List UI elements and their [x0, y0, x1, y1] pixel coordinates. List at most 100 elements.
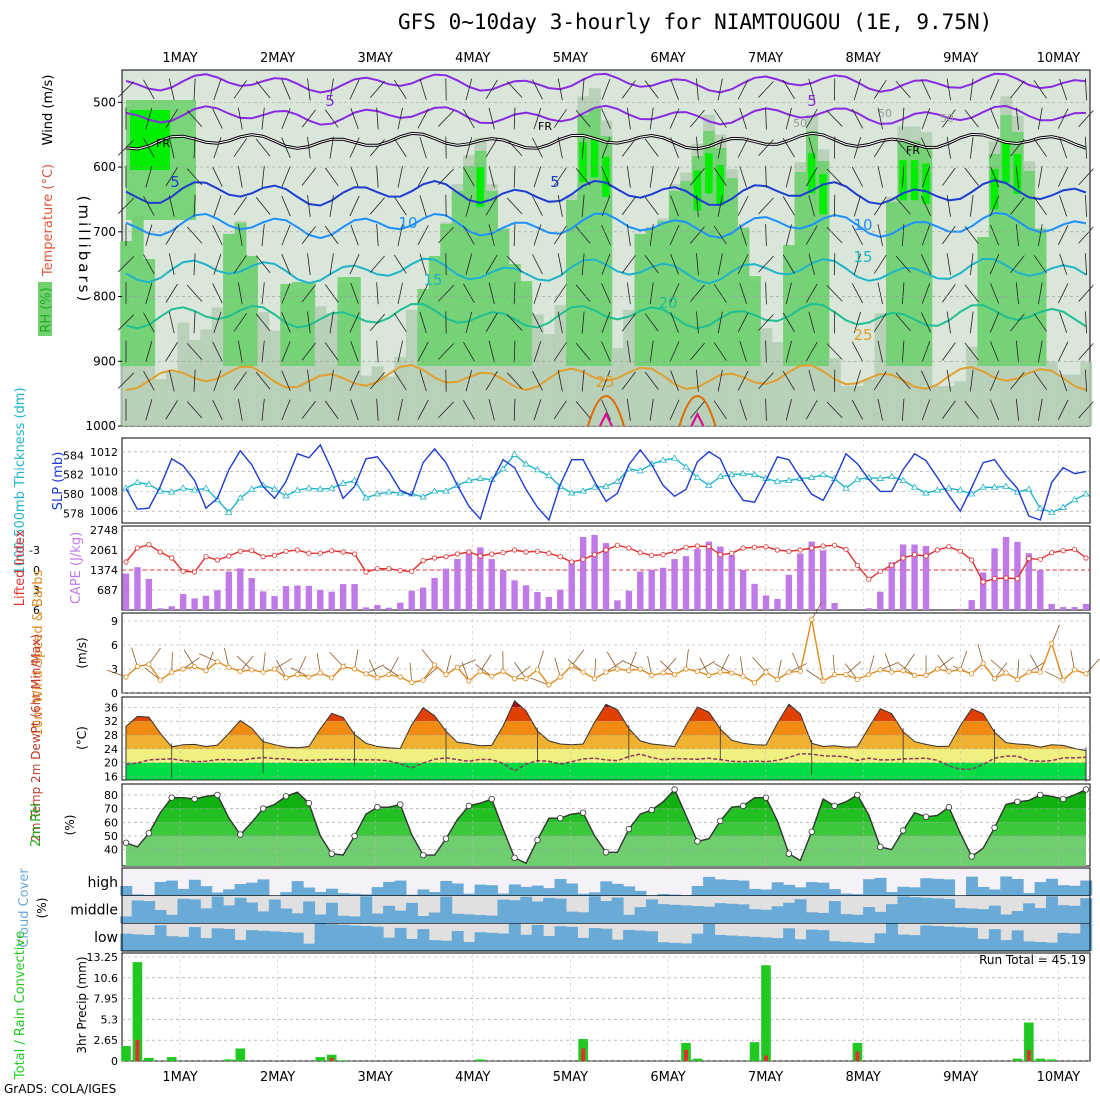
rh-shade-green — [817, 161, 830, 366]
wind10m-barb — [409, 662, 413, 683]
cloud-cell — [394, 927, 407, 951]
cape-bar — [579, 536, 587, 610]
rh-shade-green — [463, 166, 476, 366]
wind-barb — [669, 224, 680, 246]
wind10m-point — [340, 663, 346, 670]
wind10m-barb — [1051, 624, 1060, 644]
wind-barb — [261, 224, 265, 247]
wind-barb — [143, 79, 155, 100]
wind-barb — [649, 340, 654, 363]
cloud-cell — [954, 927, 967, 951]
wind-barb — [581, 78, 585, 101]
cloud-cell — [417, 889, 430, 896]
cloud-cell — [737, 880, 750, 896]
wind-barb — [737, 312, 749, 333]
cloud-cell — [486, 915, 498, 924]
top-date-label: 10MAY — [1037, 51, 1081, 66]
wind10m-barb — [571, 649, 585, 667]
wind-barb — [669, 341, 680, 362]
wind-barb — [644, 255, 659, 274]
wind-barb — [1078, 284, 1094, 302]
rh2m-point — [785, 850, 793, 857]
wind-barb — [213, 311, 222, 333]
wind-barb — [419, 137, 427, 159]
cloud-cell — [234, 897, 247, 924]
cape-bar — [1037, 570, 1044, 610]
wind10m-point — [454, 664, 461, 671]
cloud-cell — [188, 927, 201, 951]
wind-barb — [851, 166, 863, 187]
wind10m-point — [443, 671, 449, 678]
wind-barb — [1010, 255, 1025, 273]
wind-barb — [851, 283, 863, 304]
wind-barb — [990, 224, 1000, 246]
wind-barb — [901, 224, 905, 247]
wind-barb — [213, 195, 222, 217]
cloud-cell — [577, 912, 590, 924]
wind-barb — [281, 195, 291, 217]
rh-shade-green — [886, 202, 898, 366]
wind-barb — [329, 369, 334, 392]
lifted-index-point — [889, 562, 895, 568]
wind10m-barb — [594, 658, 597, 679]
wind-barb — [186, 401, 203, 419]
wind-barb — [417, 108, 429, 129]
wind-barb — [575, 109, 591, 128]
cloud-cell — [131, 900, 144, 924]
cloud-cell — [268, 899, 281, 924]
wind-barb — [990, 399, 1000, 421]
wind10m-barb — [621, 660, 641, 670]
panel-frame — [121, 612, 1091, 694]
wind-barb — [737, 79, 749, 100]
rh-shade-green — [474, 151, 487, 366]
wind-barb — [895, 197, 911, 215]
cape-bar — [511, 580, 518, 610]
wind-barb — [1059, 311, 1068, 333]
wind10m-point — [511, 675, 518, 682]
lifted-index-point — [820, 543, 826, 549]
rh2m-point — [465, 802, 473, 810]
wind-barb — [261, 165, 265, 188]
thickness-point — [533, 466, 542, 473]
cape-bar — [465, 551, 473, 610]
lifted-index-point — [454, 551, 461, 557]
wind-barb — [670, 137, 679, 159]
cape-bar — [168, 606, 175, 610]
cape-bar — [1059, 607, 1067, 610]
wind10m-barb — [697, 661, 715, 672]
cape-bar — [545, 596, 553, 610]
wind-barb — [626, 165, 631, 188]
wind-barb — [717, 253, 723, 276]
thickness-point — [236, 494, 244, 501]
contour-label: 5 — [807, 92, 817, 110]
thickness-point — [819, 470, 827, 478]
rh-shade-green — [1023, 171, 1036, 366]
cloud-cell — [943, 898, 956, 924]
wind-barb — [369, 197, 385, 215]
wind-barb — [739, 399, 747, 421]
cloud-cell — [1034, 942, 1047, 951]
wind-barb — [690, 401, 705, 419]
rh2m-point — [671, 786, 678, 793]
wind-barb — [465, 369, 473, 392]
wind10m-barb — [144, 667, 161, 681]
wind-barb — [601, 341, 611, 362]
wind10m-point — [134, 663, 141, 670]
wind-barb — [920, 195, 932, 217]
wind-barb — [1037, 107, 1043, 130]
wind10m-barb — [223, 647, 230, 668]
contour-label: 15 — [853, 248, 872, 266]
cloud-cell — [1068, 905, 1081, 924]
wind-barb — [990, 341, 1000, 362]
tick-label: 50 — [104, 830, 118, 843]
cloud-cell — [406, 902, 418, 924]
wind10m-barb — [662, 657, 677, 674]
cloud-cell — [588, 892, 601, 896]
wind-barb — [488, 107, 495, 130]
rh-shade-green — [977, 237, 990, 366]
wind-barb — [946, 195, 951, 217]
cape-bar — [362, 607, 370, 610]
wind-barb — [281, 108, 291, 129]
cape-bar — [1082, 603, 1090, 610]
thickness-point — [888, 472, 896, 480]
